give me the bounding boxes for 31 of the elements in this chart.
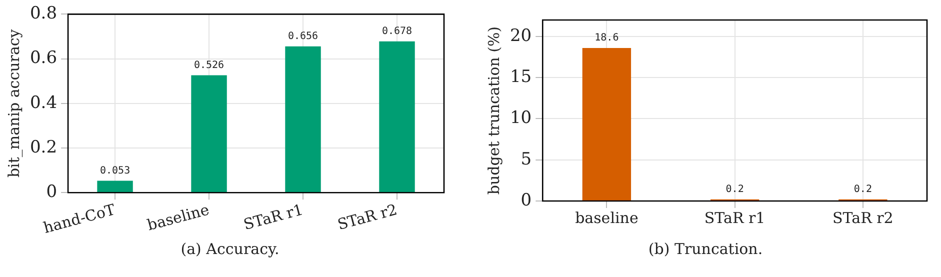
data-label: 0.526	[194, 60, 224, 71]
x-tick-label: STaR r1	[242, 200, 306, 234]
data-label: 0.656	[288, 30, 318, 42]
text: (b) Truncation.	[647, 240, 764, 258]
x-tick-label: STaR r2	[832, 208, 894, 227]
y-axis-title: bit_manip accuracy	[4, 28, 23, 178]
bar	[379, 41, 415, 192]
bar	[97, 180, 133, 192]
data-label: 0.2	[854, 184, 872, 195]
data-label: 0.2	[726, 184, 744, 195]
y-tick-label: 0	[520, 190, 532, 210]
bar	[191, 75, 227, 192]
y-tick-label: 10	[510, 108, 532, 128]
x-tick-label: baseline	[145, 200, 212, 234]
y-tick-label: 0.2	[30, 137, 58, 158]
x-tick-label: STaR r2	[336, 200, 400, 234]
y-tick-label: 0	[46, 182, 58, 202]
data-label: 0.678	[382, 26, 412, 37]
x-tick-label: STaR r1	[704, 208, 766, 227]
bar	[285, 46, 321, 192]
text: (a) Accuracy.	[180, 240, 280, 258]
y-axis-title: budget truncation (%)	[484, 26, 503, 195]
data-label: 0.053	[100, 165, 130, 176]
y-tick-label: 5	[520, 149, 532, 170]
x-tick-label: baseline	[575, 208, 638, 227]
y-tick-label: 20	[510, 26, 532, 46]
y-tick-label: 0.4	[30, 92, 58, 113]
y-tick-label: 0.8	[30, 4, 58, 24]
y-tick-label: 15	[510, 67, 532, 88]
y-tick-label: 0.6	[30, 48, 58, 68]
data-label: 18.6	[594, 32, 619, 44]
